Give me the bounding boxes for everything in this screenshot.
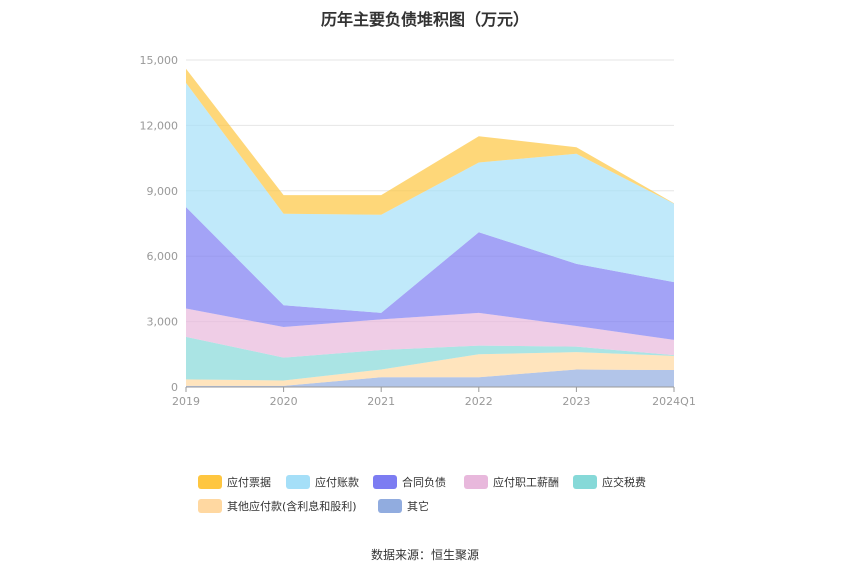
legend-item[interactable]: 其它 (378, 496, 429, 516)
chart-title: 历年主要负债堆积图（万元） (320, 10, 529, 29)
legend-item[interactable]: 其他应付款(含利息和股利) (198, 496, 357, 516)
legend-label: 应付账款 (315, 476, 359, 489)
area-应付职工薪酬 (186, 308, 674, 358)
legend-swatch (198, 475, 222, 489)
data-source: 数据来源：恒生聚源 (370, 548, 479, 562)
legend-swatch (378, 499, 402, 513)
legend-swatch (573, 475, 597, 489)
legend-item[interactable]: 应付职工薪酬 (464, 472, 559, 492)
x-tick-label: 2022 (465, 395, 493, 408)
legend-item[interactable]: 应付账款 (286, 472, 359, 492)
legend-label: 其它 (407, 500, 429, 513)
legend-item[interactable]: 应交税费 (573, 472, 646, 492)
legend-label: 合同负债 (402, 476, 446, 489)
area-应付账款 (186, 82, 674, 313)
x-tick-label: 2020 (270, 395, 298, 408)
x-tick-label: 2024Q1 (652, 395, 696, 408)
area-合同负债 (186, 207, 674, 340)
legend-swatch (198, 499, 222, 513)
legend-label: 应付职工薪酬 (493, 476, 559, 489)
legend-label: 应付票据 (227, 476, 271, 489)
y-tick-label: 6,000 (147, 250, 179, 263)
legend-item[interactable]: 合同负债 (373, 472, 446, 492)
y-tick-label: 0 (171, 381, 178, 394)
legend-item[interactable]: 应付票据 (198, 472, 271, 492)
x-tick-label: 2019 (172, 395, 200, 408)
y-tick-label: 9,000 (147, 185, 179, 198)
y-tick-label: 3,000 (147, 316, 179, 329)
area-其他应付款(含利息和股利) (186, 352, 674, 386)
legend-swatch (464, 475, 488, 489)
x-tick-label: 2021 (367, 395, 395, 408)
legend-swatch (373, 475, 397, 489)
legend-swatch (286, 475, 310, 489)
y-tick-label: 15,000 (140, 54, 179, 67)
area-应付票据 (186, 68, 674, 215)
x-tick-label: 2023 (562, 395, 590, 408)
y-tick-label: 12,000 (140, 119, 179, 132)
area-其它 (186, 369, 674, 387)
area-应交税费 (186, 336, 674, 381)
stacked-area-chart: 0 3,000 6,000 9,000 12,000 15,000 2019 2020 2021… (140, 54, 696, 408)
legend-label: 应交税费 (602, 476, 646, 489)
legend-label: 其他应付款(含利息和股利) (227, 500, 357, 513)
